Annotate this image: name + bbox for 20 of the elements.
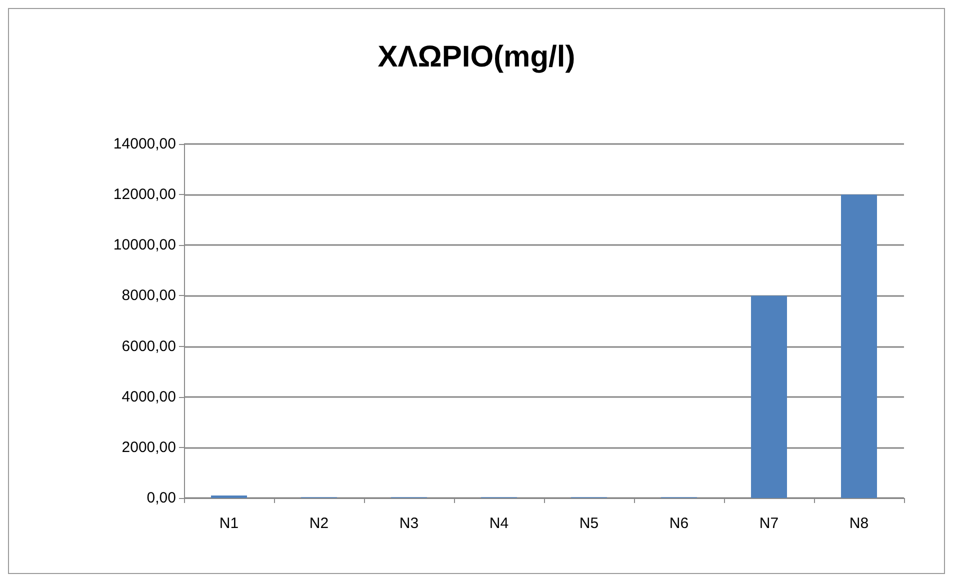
- x-tick-label: N7: [759, 515, 779, 532]
- chart-title: ΧΛΩΡΙΟ(mg/l): [378, 40, 576, 74]
- x-tick-label: N8: [849, 515, 869, 532]
- x-tick-label: N3: [399, 515, 419, 532]
- x-tick-label: N1: [219, 515, 239, 532]
- y-tick-label: 4000,00: [122, 388, 176, 406]
- bar: [211, 495, 247, 498]
- x-tick-label: N2: [309, 515, 329, 532]
- x-tick-label: N6: [669, 515, 689, 532]
- x-tick-label: N4: [489, 515, 509, 532]
- y-tick-label: 10000,00: [113, 236, 176, 254]
- y-tick-label: 8000,00: [122, 287, 176, 304]
- bar: [841, 194, 877, 498]
- y-tick-label: 0,00: [146, 490, 176, 506]
- y-tick-label: 14000,00: [113, 136, 176, 152]
- y-tick-label: 12000,00: [113, 186, 176, 204]
- bar: [751, 296, 787, 498]
- y-tick-label: 6000,00: [122, 338, 176, 355]
- x-tick-label: N5: [579, 515, 599, 532]
- y-tick-label: 2000,00: [122, 438, 176, 456]
